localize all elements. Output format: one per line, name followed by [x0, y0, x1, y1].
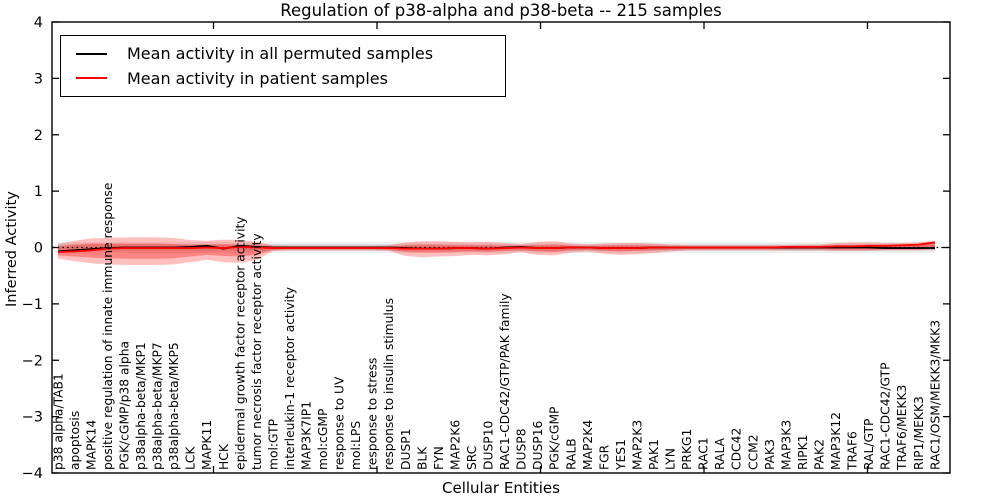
- x-category-label: DUSP10: [482, 421, 496, 470]
- x-category-label: RIPK1: [796, 435, 810, 470]
- legend-label-permuted: Mean activity in all permuted samples: [127, 44, 434, 64]
- x-category-label: MAP3K3: [779, 420, 793, 470]
- x-category-label: YES1: [614, 439, 628, 471]
- legend-item-patient: Mean activity in patient samples: [61, 69, 505, 88]
- x-category-label: response to UV: [333, 376, 347, 470]
- y-tick-label: 3: [34, 71, 43, 87]
- x-category-label: PRKG1: [680, 429, 694, 470]
- y-axis-label: Inferred Activity: [4, 191, 20, 307]
- x-category-label: MAP2K4: [581, 420, 595, 470]
- legend-label-patient: Mean activity in patient samples: [127, 68, 388, 88]
- x-category-label: BLK: [415, 446, 429, 470]
- legend-line-sample-permuted: [76, 52, 107, 55]
- x-category-label: RAL/GTP: [862, 419, 876, 470]
- x-category-label: PAK3: [763, 439, 777, 470]
- x-category-label: CDC42: [730, 428, 744, 470]
- x-category-label: HCK: [217, 443, 231, 470]
- x-category-label: DUSP8: [515, 428, 529, 470]
- x-category-label: RAC1: [697, 437, 711, 470]
- x-category-label: DUSP1: [399, 428, 413, 470]
- x-category-label: RIP1/MEKK3: [912, 396, 926, 470]
- x-category-label: RAC1-CDC42/GTP/PAK family: [498, 293, 512, 470]
- y-tick-label: 0: [34, 241, 43, 257]
- y-tick-label: −1: [22, 297, 43, 313]
- x-category-label: SRC: [465, 446, 479, 470]
- x-category-label: tumor necrosis factor receptor activity: [250, 233, 264, 470]
- x-category-label: TRAF6/MEKK3: [895, 385, 909, 471]
- x-category-label: epidermal growth factor receptor activit…: [233, 216, 247, 470]
- legend-item-permuted: Mean activity in all permuted samples: [61, 44, 505, 63]
- x-category-label: p38alpha-beta/MKP7: [151, 342, 165, 470]
- y-tick-label: −2: [22, 353, 43, 369]
- band-patient-range-outer: [58, 237, 935, 265]
- x-category-label: positive regulation of innate immune res…: [101, 183, 115, 470]
- y-tick-label: 4: [34, 15, 43, 31]
- x-category-label: response to insulin stimulus: [382, 298, 396, 470]
- y-tick-label: −4: [22, 466, 43, 482]
- x-category-label: RAC1/OSM/MEKK3/MKK3: [928, 320, 942, 470]
- x-category-label: interleukin-1 receptor activity: [283, 287, 297, 470]
- chart-title: Regulation of p38-alpha and p38-beta -- …: [280, 1, 722, 20]
- x-axis-label: Cellular Entities: [442, 479, 560, 497]
- y-axis-label-wrap: Inferred Activity: [4, 191, 20, 307]
- x-category-label: RALA: [713, 437, 727, 470]
- x-category-label: response to stress: [366, 358, 380, 470]
- x-category-label: MAP3K7IP1: [300, 401, 314, 470]
- x-category-label: apoptosis: [68, 411, 82, 470]
- x-category-label: LCK: [184, 446, 198, 470]
- x-category-label: p38alpha-beta/MKP5: [167, 342, 181, 470]
- x-category-label: p38alpha-beta/MKP1: [134, 342, 148, 470]
- x-category-label: PGK/cGMP: [548, 407, 562, 470]
- x-category-label: MAP2K6: [448, 420, 462, 470]
- x-category-label: FGR: [597, 444, 611, 470]
- legend: Mean activity in all permuted samples Me…: [60, 35, 506, 97]
- patient-mean-line: [57, 241, 936, 253]
- x-category-label: LYN: [664, 448, 678, 470]
- x-category-label: DUSP16: [531, 420, 545, 470]
- x-category-label: MAP3K12: [829, 412, 843, 470]
- x-category-label: MAPK14: [84, 420, 98, 470]
- x-category-label: p38 alpha/TAB1: [51, 373, 65, 470]
- y-tick-label: 2: [34, 128, 43, 144]
- x-category-label: CCM2: [746, 434, 760, 470]
- x-category-label: RALB: [564, 438, 578, 470]
- x-category-label: RAC1-CDC42/GTP: [879, 362, 893, 470]
- x-category-label: FYN: [432, 446, 446, 470]
- x-category-label: TRAF6: [846, 431, 860, 471]
- x-category-label: mol:LPS: [349, 421, 363, 470]
- x-category-label: PAK2: [812, 439, 826, 470]
- x-category-label: MAPK11: [200, 420, 214, 470]
- x-category-label: PAK1: [647, 439, 661, 470]
- y-tick-label: 1: [34, 184, 43, 200]
- x-category-label: PGK/cGMP/p38 alpha: [117, 341, 131, 470]
- legend-line-sample-patient: [76, 77, 107, 80]
- x-category-label: mol:cGMP: [316, 409, 330, 470]
- y-tick-label: −3: [22, 410, 43, 426]
- x-category-label: MAP2K3: [630, 420, 644, 470]
- x-category-label: mol:GTP: [266, 419, 280, 470]
